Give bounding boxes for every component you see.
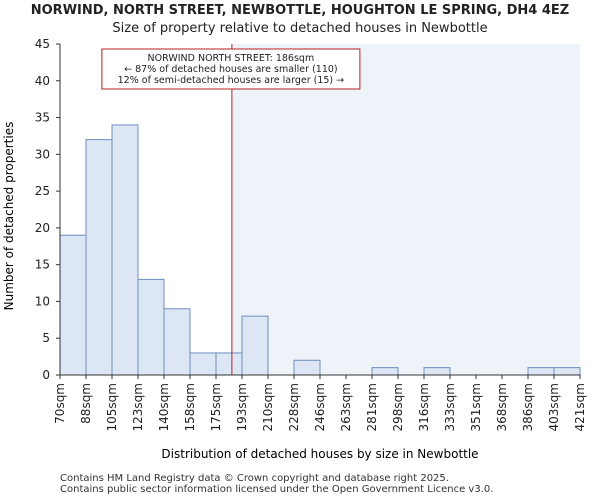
histogram-bar bbox=[163, 308, 191, 376]
x-tick-label: 210sqm bbox=[261, 383, 275, 431]
y-tick-label: 45 bbox=[35, 37, 50, 51]
histogram-bar bbox=[59, 234, 87, 376]
y-tick-label: 25 bbox=[35, 184, 50, 198]
histogram-bar bbox=[371, 367, 399, 376]
x-tick-label: 246sqm bbox=[313, 383, 327, 431]
x-tick-label: 333sqm bbox=[443, 383, 457, 431]
y-tick-label: 40 bbox=[35, 74, 50, 88]
histogram-bar bbox=[137, 278, 165, 376]
histogram-bar bbox=[241, 315, 269, 376]
x-tick-label: 88sqm bbox=[79, 383, 93, 424]
x-tick-label: 193sqm bbox=[235, 383, 249, 431]
x-tick-label: 281sqm bbox=[365, 383, 379, 431]
x-tick-label: 70sqm bbox=[53, 383, 67, 424]
chart-title: NORWIND, NORTH STREET, NEWBOTTLE, HOUGHT… bbox=[30, 3, 570, 18]
annotation-box bbox=[101, 48, 361, 90]
x-tick-label: 386sqm bbox=[521, 383, 535, 431]
histogram-bar bbox=[553, 367, 581, 376]
x-tick-label: 421sqm bbox=[573, 383, 587, 431]
x-tick-label: 316sqm bbox=[417, 383, 431, 431]
footer-line-2: Contains public sector information licen… bbox=[60, 484, 494, 495]
y-tick-label: 15 bbox=[35, 258, 50, 272]
y-tick-label: 10 bbox=[35, 294, 50, 308]
x-tick-label: 175sqm bbox=[209, 383, 223, 431]
x-tick-label: 140sqm bbox=[157, 383, 171, 431]
x-tick-label: 298sqm bbox=[391, 383, 405, 431]
x-tick-label: 105sqm bbox=[105, 383, 119, 431]
histogram-bar bbox=[111, 124, 139, 376]
annotation-line-3: 12% of semi-detached houses are larger (… bbox=[118, 75, 345, 86]
annotation-line-1: NORWIND NORTH STREET: 186sqm bbox=[148, 53, 315, 64]
y-axis-label: Number of detached properties bbox=[2, 122, 16, 311]
larger-region-shade bbox=[231, 44, 580, 375]
x-tick-label: 368sqm bbox=[495, 383, 509, 431]
histogram-bar bbox=[215, 352, 243, 376]
histogram-bar bbox=[423, 367, 451, 376]
x-tick-label: 123sqm bbox=[131, 383, 145, 431]
footer-line-1: Contains HM Land Registry data © Crown c… bbox=[60, 473, 449, 484]
x-tick-label: 351sqm bbox=[469, 383, 483, 431]
histogram-bar bbox=[527, 367, 555, 376]
annotation-line-2: ← 87% of detached houses are smaller (11… bbox=[124, 64, 337, 75]
histogram-bar bbox=[189, 352, 217, 376]
y-tick-label: 35 bbox=[35, 111, 50, 125]
x-axis-label: Distribution of detached houses by size … bbox=[161, 447, 478, 461]
histogram-bar bbox=[85, 139, 113, 376]
chart-subtitle: Size of property relative to detached ho… bbox=[112, 21, 488, 36]
y-tick-label: 20 bbox=[35, 221, 50, 235]
y-tick-label: 0 bbox=[42, 368, 50, 382]
x-tick-label: 263sqm bbox=[339, 383, 353, 431]
y-tick-label: 30 bbox=[35, 147, 50, 161]
x-tick-label: 158sqm bbox=[183, 383, 197, 431]
x-tick-label: 228sqm bbox=[287, 383, 301, 431]
histogram-bar bbox=[293, 359, 321, 376]
x-tick-label: 403sqm bbox=[547, 383, 561, 431]
y-tick-label: 5 bbox=[42, 331, 50, 345]
